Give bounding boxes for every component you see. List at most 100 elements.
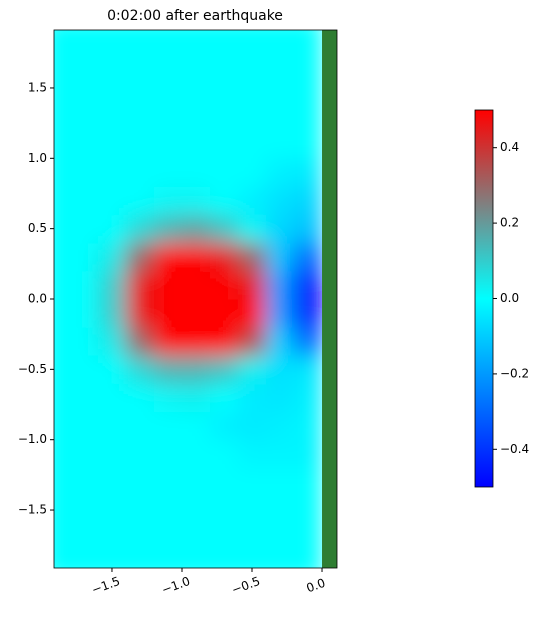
cell — [181, 327, 211, 356]
cell — [153, 242, 183, 272]
cell — [97, 299, 127, 328]
cell — [181, 495, 211, 525]
cell — [69, 45, 99, 75]
cell — [69, 214, 99, 244]
cell — [294, 439, 323, 469]
cell — [153, 102, 183, 131]
y-tick-label: 0.0 — [28, 292, 47, 306]
cell — [97, 439, 127, 469]
cell — [237, 524, 267, 553]
cell — [294, 73, 323, 103]
cell — [266, 270, 295, 300]
cell — [181, 73, 211, 103]
cell — [97, 242, 127, 272]
cell — [209, 214, 239, 244]
cell — [181, 552, 211, 568]
cell — [97, 327, 127, 356]
cell — [266, 102, 295, 131]
cell — [209, 130, 239, 159]
cell — [125, 552, 155, 568]
cell — [237, 242, 267, 272]
cell — [209, 270, 239, 300]
cell — [266, 242, 295, 272]
cell — [153, 45, 183, 75]
cell — [237, 214, 267, 244]
cell — [125, 524, 155, 553]
cell — [125, 383, 155, 413]
colorbar-tick-label: −0.4 — [500, 442, 529, 456]
cell — [125, 130, 155, 159]
colorbar-tick-label: 0.4 — [500, 140, 519, 154]
y-tick-label: 1.0 — [28, 151, 47, 165]
cell — [237, 383, 267, 413]
cell — [294, 411, 323, 441]
cell — [97, 524, 127, 553]
cell — [54, 411, 71, 441]
cell — [153, 270, 183, 300]
cell — [237, 355, 267, 384]
cell — [125, 186, 155, 216]
cell — [294, 158, 323, 187]
cell — [266, 73, 295, 103]
cell — [54, 439, 71, 469]
cell — [237, 186, 267, 216]
cell — [294, 130, 323, 159]
cell — [125, 299, 155, 328]
cell — [153, 411, 183, 441]
land-layer — [322, 30, 337, 568]
cell — [294, 383, 323, 413]
cell — [69, 552, 99, 568]
cell — [181, 30, 211, 47]
cell — [266, 186, 295, 216]
cell — [237, 45, 267, 75]
cell — [209, 242, 239, 272]
x-tick-label: −1.0 — [160, 574, 192, 597]
cell — [54, 73, 71, 103]
cell — [125, 270, 155, 300]
y-tick-label: 1.5 — [28, 80, 47, 94]
colorbar — [474, 109, 494, 488]
cell — [237, 552, 267, 568]
cell — [69, 242, 99, 272]
cell — [209, 186, 239, 216]
field — [54, 30, 323, 568]
cell — [153, 327, 183, 356]
cell — [125, 327, 155, 356]
cell — [266, 327, 295, 356]
cell — [97, 102, 127, 131]
cell — [209, 495, 239, 525]
cell — [294, 355, 323, 384]
cell — [97, 73, 127, 103]
cell — [69, 439, 99, 469]
cell — [69, 524, 99, 553]
land — [322, 30, 337, 568]
cell — [181, 524, 211, 553]
cell — [266, 383, 295, 413]
cell — [54, 467, 71, 497]
cell — [266, 130, 295, 159]
cell — [209, 524, 239, 553]
cell — [125, 214, 155, 244]
cell — [237, 102, 267, 131]
cell — [181, 214, 211, 244]
cell — [69, 30, 99, 47]
cell — [97, 45, 127, 75]
cell — [153, 299, 183, 328]
cell — [209, 355, 239, 384]
cell — [54, 45, 71, 75]
cell — [153, 130, 183, 159]
cell — [54, 495, 71, 525]
y-tick-label: −1.0 — [18, 432, 47, 446]
cell — [97, 355, 127, 384]
cell — [125, 102, 155, 131]
cell — [266, 411, 295, 441]
cell — [97, 495, 127, 525]
cell — [153, 524, 183, 553]
cell — [69, 299, 99, 328]
cell — [69, 383, 99, 413]
cell — [209, 45, 239, 75]
cell — [237, 327, 267, 356]
colorbar-tick-label: 0.0 — [500, 291, 519, 305]
cell — [237, 73, 267, 103]
